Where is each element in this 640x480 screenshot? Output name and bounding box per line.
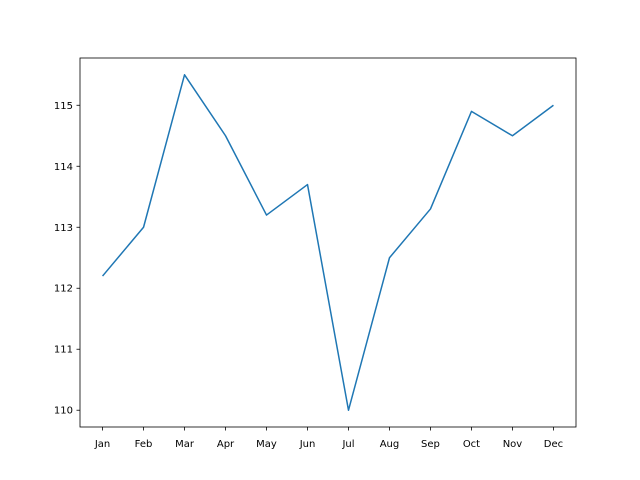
x-tick-label: Jul bbox=[341, 439, 354, 450]
x-tick-label: Dec bbox=[544, 439, 563, 450]
y-tick-label: 111 bbox=[54, 345, 73, 356]
x-tick-label: Aug bbox=[380, 439, 400, 450]
x-tick-label: May bbox=[256, 439, 277, 450]
line bbox=[101, 74, 554, 411]
x-tick-label: Jan bbox=[94, 439, 110, 450]
x-tick-label: Oct bbox=[463, 439, 480, 450]
x-tick-label: Sep bbox=[421, 439, 440, 450]
y-tick-label: 114 bbox=[54, 162, 73, 173]
y-tick-label: 112 bbox=[54, 284, 73, 295]
y-tick-label: 110 bbox=[54, 406, 73, 417]
x-tick-label: Mar bbox=[175, 439, 195, 450]
x-tick-label: Feb bbox=[135, 439, 153, 450]
x-tick-label: Jun bbox=[299, 439, 316, 450]
x-tick-label: Nov bbox=[503, 439, 523, 450]
x-tick-label: Apr bbox=[217, 439, 235, 450]
y-tick-label: 115 bbox=[54, 101, 73, 112]
plot-frame bbox=[79, 57, 577, 428]
y-tick-label: 113 bbox=[54, 223, 73, 234]
